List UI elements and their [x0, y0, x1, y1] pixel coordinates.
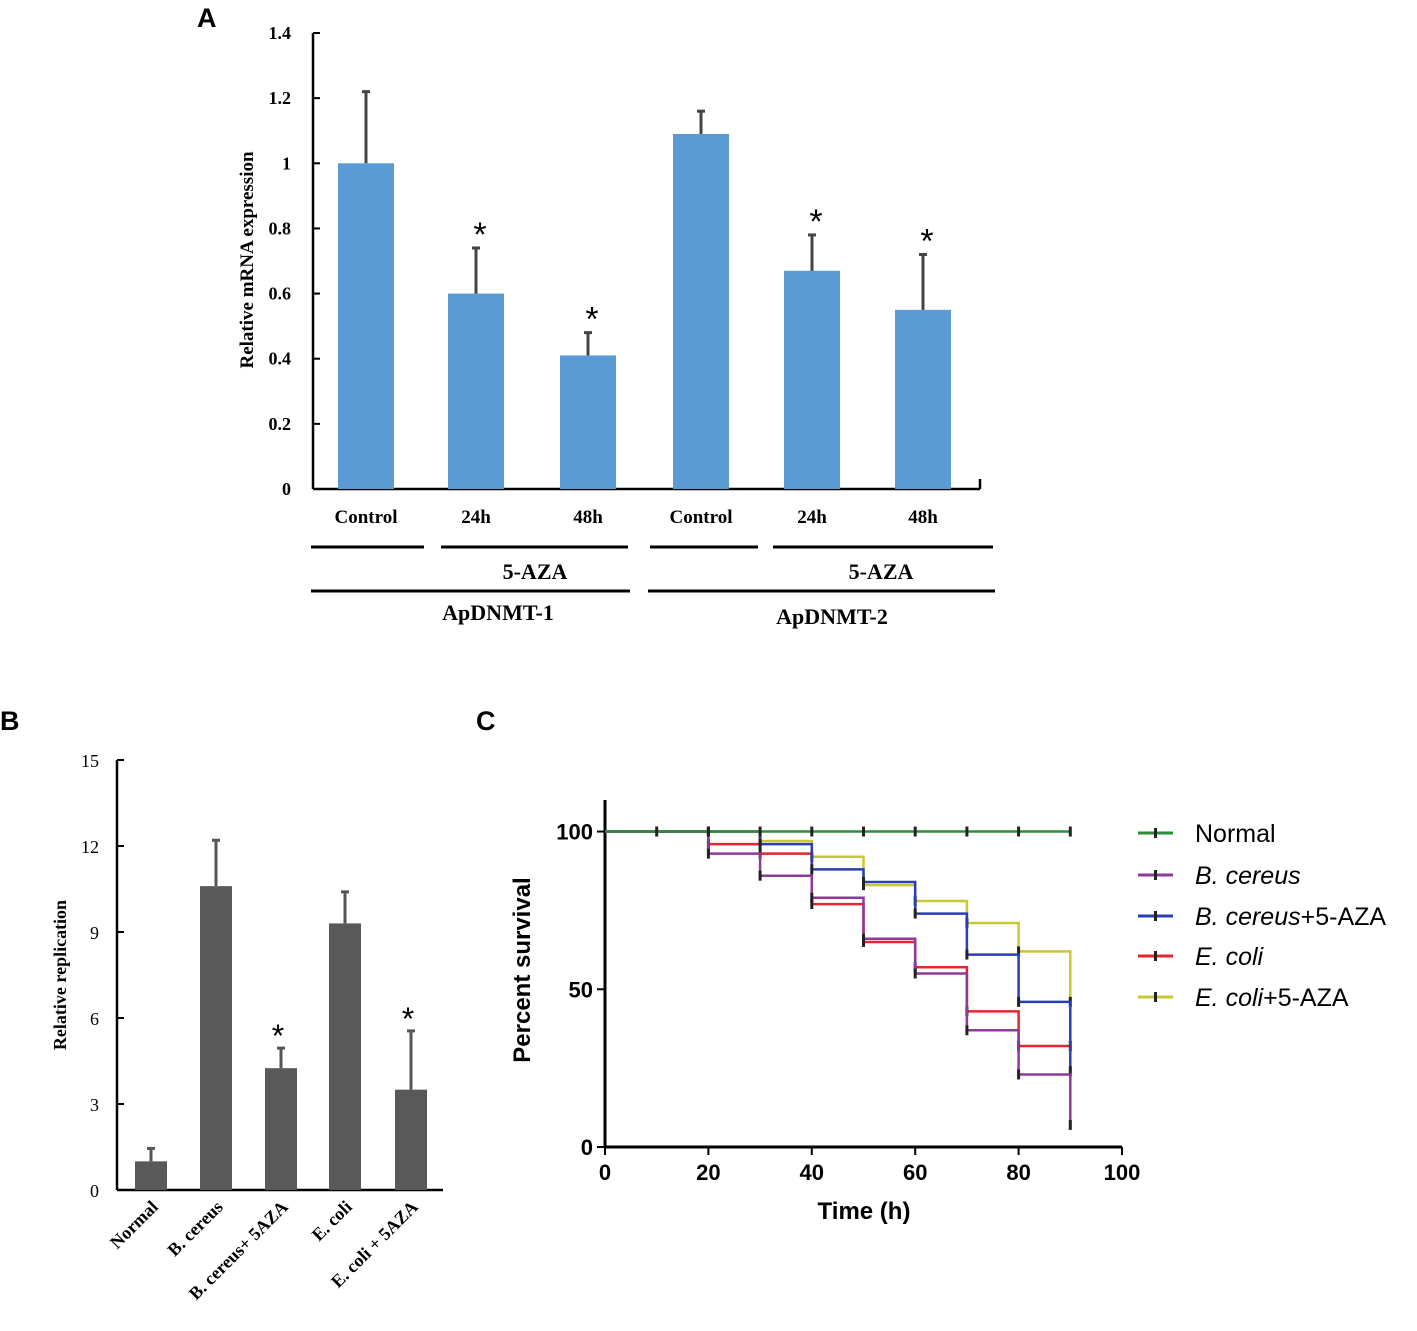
bar: [200, 886, 232, 1190]
y-tick-label: 6: [90, 1009, 99, 1029]
category-label: Normal: [106, 1197, 162, 1253]
y-tick-label: 12: [81, 837, 99, 857]
bar: [448, 293, 504, 489]
category-label: 24h: [461, 507, 491, 528]
legend-label: Normal: [1195, 820, 1276, 848]
bar: [265, 1068, 297, 1190]
panel-a-chart: 0 0.2 0.4 0.6 0.8 1 1.2 1.4 Relative mRNA expres…: [237, 23, 995, 629]
y-tick-label: 0.2: [269, 414, 292, 434]
y-axis-label: Relative replication: [50, 900, 70, 1050]
bar: [895, 309, 951, 489]
y-tick-label: 0.6: [269, 284, 292, 304]
bar: [135, 1161, 167, 1190]
y-tick-label: 9: [90, 923, 99, 943]
x-axis-label: Time (h): [818, 1198, 911, 1225]
legend-label-suffix: +5-AZA: [1301, 903, 1387, 931]
y-tick-label: 0: [282, 479, 291, 499]
category-label: Control: [670, 507, 733, 528]
x-tick-label: 20: [696, 1160, 720, 1185]
legend-label-species: B. cereus: [1195, 862, 1301, 890]
significance-marker: *: [809, 203, 822, 241]
legend-label: E. coli+5-AZA: [1195, 984, 1349, 1012]
survival-line: [605, 830, 1072, 1125]
y-tick-label: 3: [90, 1095, 99, 1115]
treatment-label: 5-AZA: [849, 559, 914, 584]
x-tick-label: 40: [800, 1160, 824, 1185]
category-label: 24h: [797, 507, 827, 528]
y-axis-label: Relative mRNA expression: [237, 151, 258, 369]
significance-marker: *: [473, 216, 486, 254]
significance-marker: *: [402, 1001, 414, 1037]
bar: [673, 133, 729, 489]
category-label: B. cereus: [163, 1197, 226, 1260]
y-tick-label: 1.4: [269, 23, 292, 43]
x-tick-label: 60: [903, 1160, 927, 1185]
category-label: 48h: [573, 507, 603, 528]
panel-label-c: C: [476, 706, 496, 736]
legend-label-species: E. coli: [1195, 984, 1265, 1012]
category-label: E. coli: [308, 1197, 356, 1245]
bar: [784, 270, 840, 489]
y-tick-label: 100: [556, 820, 593, 845]
gene-label: ApDNMT-2: [776, 604, 888, 629]
y-tick-label: 0: [581, 1135, 593, 1160]
y-axis-label: Percent survival: [509, 877, 536, 1062]
significance-marker: *: [272, 1018, 284, 1054]
panel-label-b: B: [0, 706, 20, 736]
x-tick-label: 100: [1104, 1160, 1141, 1185]
y-tick-label: 50: [569, 977, 593, 1002]
survival-line: [605, 830, 1072, 1072]
x-tick-label: 0: [599, 1160, 611, 1185]
survival-line: [605, 830, 1071, 1048]
y-tick-label: 0.8: [269, 218, 292, 238]
x-tick-label: 80: [1006, 1160, 1030, 1185]
legend-label: E. coli: [1195, 943, 1265, 971]
y-tick-label: 15: [81, 751, 99, 771]
survival-line: [605, 830, 1072, 1002]
panel-label-a: A: [197, 3, 217, 33]
significance-marker: *: [585, 301, 598, 339]
y-tick-label: 0.4: [269, 349, 292, 369]
legend-label-species: B. cereus: [1195, 903, 1301, 931]
bar: [338, 163, 394, 490]
legend-label: B. cereus: [1195, 862, 1301, 890]
legend-label-suffix: +5-AZA: [1263, 984, 1349, 1012]
legend-label-species: E. coli: [1195, 943, 1265, 971]
panel-b-chart: 0 3 6 9 12 15 Relative replication Normal B. cer…: [50, 751, 443, 1304]
treatment-label: 5-AZA: [503, 559, 568, 584]
legend-label-name: Normal: [1195, 820, 1276, 848]
y-tick-label: 0: [90, 1181, 99, 1201]
bar: [395, 1089, 427, 1190]
gene-label: ApDNMT-1: [442, 600, 554, 625]
category-label: 48h: [908, 507, 938, 528]
y-tick-label: 1.2: [269, 88, 292, 108]
y-tick-label: 1: [282, 153, 291, 173]
legend-label: B. cereus+5-AZA: [1195, 903, 1386, 931]
significance-marker: *: [920, 222, 933, 260]
category-label: Control: [335, 507, 398, 528]
bar: [560, 355, 616, 489]
bar: [329, 923, 361, 1190]
panel-c-chart: 0 20 40 60 80 100 0 50 100 Time (h) Percent surviv…: [509, 800, 1386, 1225]
